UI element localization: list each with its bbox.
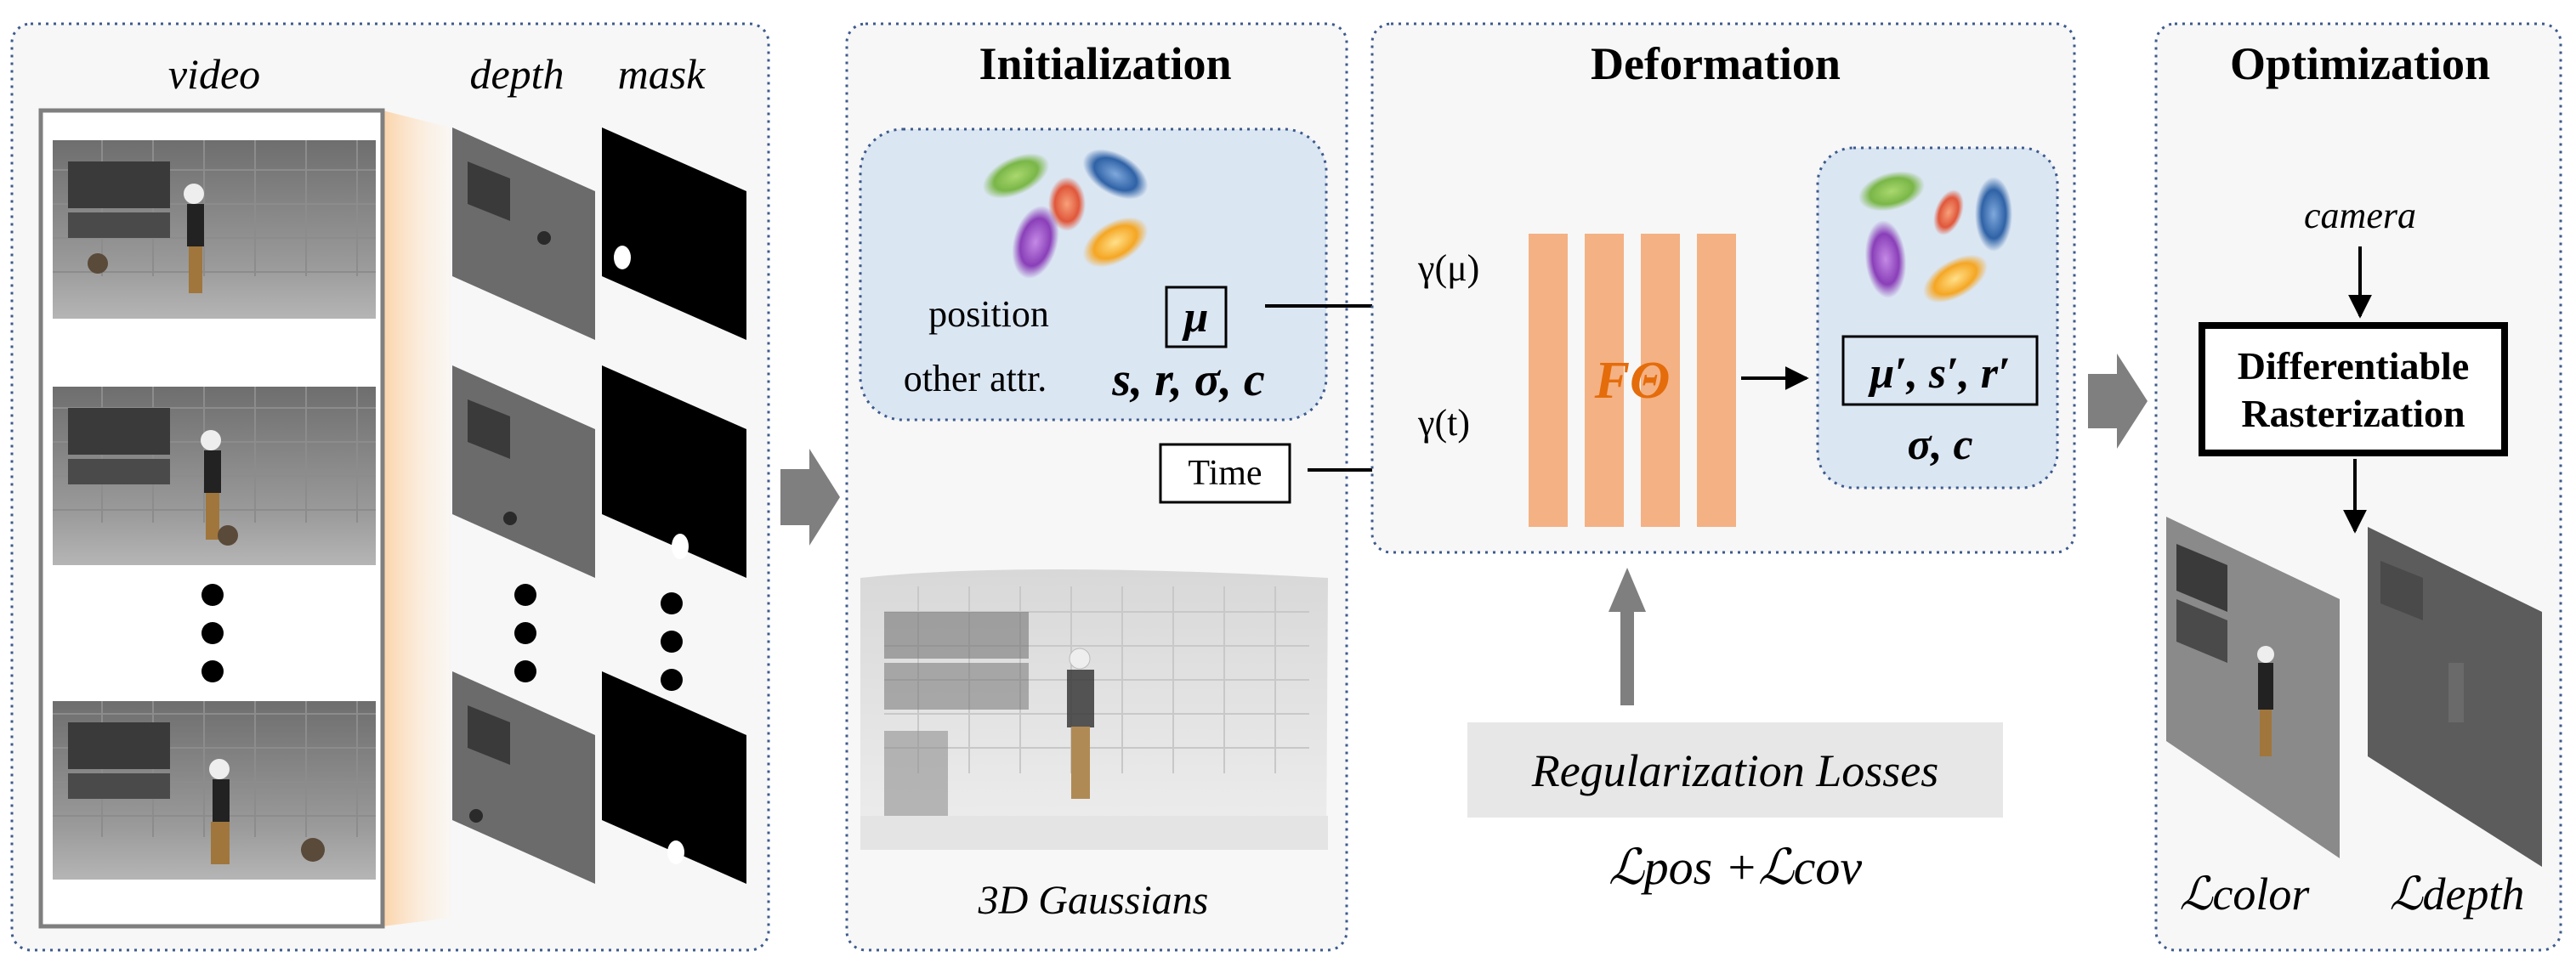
optimization-title: Optimization bbox=[2230, 38, 2490, 89]
mask-ellipsis bbox=[661, 592, 683, 691]
mask-1 bbox=[602, 127, 746, 340]
rasterizer-box bbox=[2199, 322, 2508, 456]
blob-yellow bbox=[1082, 217, 1149, 268]
rasterizer-line1: Differentiable bbox=[2238, 344, 2470, 388]
blob-purple bbox=[1012, 205, 1059, 280]
time-label: Time bbox=[1188, 454, 1262, 493]
loss-depth-label: ℒdepth bbox=[2390, 869, 2525, 920]
blob-blue-deformed bbox=[1975, 177, 2012, 252]
flow-arrow-1 bbox=[780, 449, 840, 546]
gaussian-blobs-deformed bbox=[1858, 171, 2012, 303]
flow-arrow-2 bbox=[2088, 354, 2148, 449]
other-attr-label: other attr. bbox=[904, 358, 1047, 399]
mu-symbol: μ bbox=[1182, 293, 1209, 342]
depth-map-3 bbox=[452, 671, 595, 884]
network-layer-2 bbox=[1585, 234, 1624, 527]
depth-ellipsis bbox=[514, 584, 536, 682]
network-layer-3 bbox=[1641, 234, 1680, 527]
deformation-title: Deformation bbox=[1591, 38, 1841, 89]
deformation-network: FΘ bbox=[1529, 234, 1736, 527]
video-fan bbox=[383, 110, 451, 926]
initialization-panel: Initialization position other attr. μ s,… bbox=[845, 22, 1348, 952]
video-frame-1 bbox=[53, 140, 376, 319]
network-layer-4 bbox=[1697, 234, 1736, 527]
blob-green-deformed bbox=[1858, 171, 1926, 212]
depth-label: depth bbox=[469, 50, 564, 98]
camera-label: camera bbox=[2304, 195, 2416, 236]
gamma-t-label: γ(t) bbox=[1417, 402, 1470, 444]
mask-2 bbox=[602, 365, 746, 578]
primed-attrs-box bbox=[1841, 335, 2039, 406]
blob-red bbox=[1048, 177, 1086, 231]
rendered-color-image bbox=[2166, 517, 2340, 858]
blob-green bbox=[982, 153, 1050, 199]
input-panel: video depth mask bbox=[10, 22, 770, 952]
gaussians-caption: 3D Gaussians bbox=[978, 878, 1209, 923]
initialization-title: Initialization bbox=[979, 38, 1231, 89]
depth-map-2 bbox=[452, 365, 595, 578]
regularization-arrow bbox=[1609, 568, 1646, 705]
regularization-label: Regularization Losses bbox=[1531, 745, 1939, 796]
blob-red-deformed bbox=[1933, 190, 1964, 235]
blob-yellow-deformed bbox=[1923, 254, 1988, 303]
remaining-attrs-text: σ, c bbox=[1907, 421, 1972, 469]
rendered-depth-image bbox=[2368, 527, 2542, 867]
video-ellipsis bbox=[201, 584, 224, 682]
regularization-box bbox=[1467, 722, 2003, 818]
blob-blue bbox=[1082, 149, 1149, 200]
point-cloud-image bbox=[860, 569, 1328, 850]
video-frame-2 bbox=[53, 387, 376, 565]
primed-attrs-text: μ′, s′, r′ bbox=[1867, 349, 2010, 398]
video-frame-3 bbox=[53, 701, 376, 880]
mu-box bbox=[1165, 286, 1228, 348]
rasterizer-line2: Rasterization bbox=[2241, 392, 2465, 435]
deformation-panel: Deformation γ(μ) γ(t) FΘ μ′, s′, r′ σ, c bbox=[1370, 22, 2076, 554]
attrs-text: s, r, σ, c bbox=[1111, 354, 1265, 406]
depth-map-1 bbox=[452, 127, 595, 340]
optimization-panel: Optimization camera Differentiable Raste… bbox=[2154, 22, 2562, 952]
time-box bbox=[1159, 443, 1291, 504]
regularization-formula: ℒpos +ℒcov bbox=[1609, 840, 1862, 895]
mask-3 bbox=[602, 671, 746, 884]
blob-purple-deformed bbox=[1864, 220, 1907, 298]
video-label: video bbox=[168, 50, 260, 98]
gaussian-blobs-init bbox=[982, 149, 1149, 280]
mask-label: mask bbox=[618, 50, 706, 98]
loss-color-label: ℒcolor bbox=[2180, 869, 2311, 920]
network-layer-1 bbox=[1529, 234, 1568, 527]
gamma-mu-label: γ(μ) bbox=[1417, 247, 1479, 289]
position-label: position bbox=[928, 293, 1049, 335]
network-label: FΘ bbox=[1594, 352, 1671, 410]
